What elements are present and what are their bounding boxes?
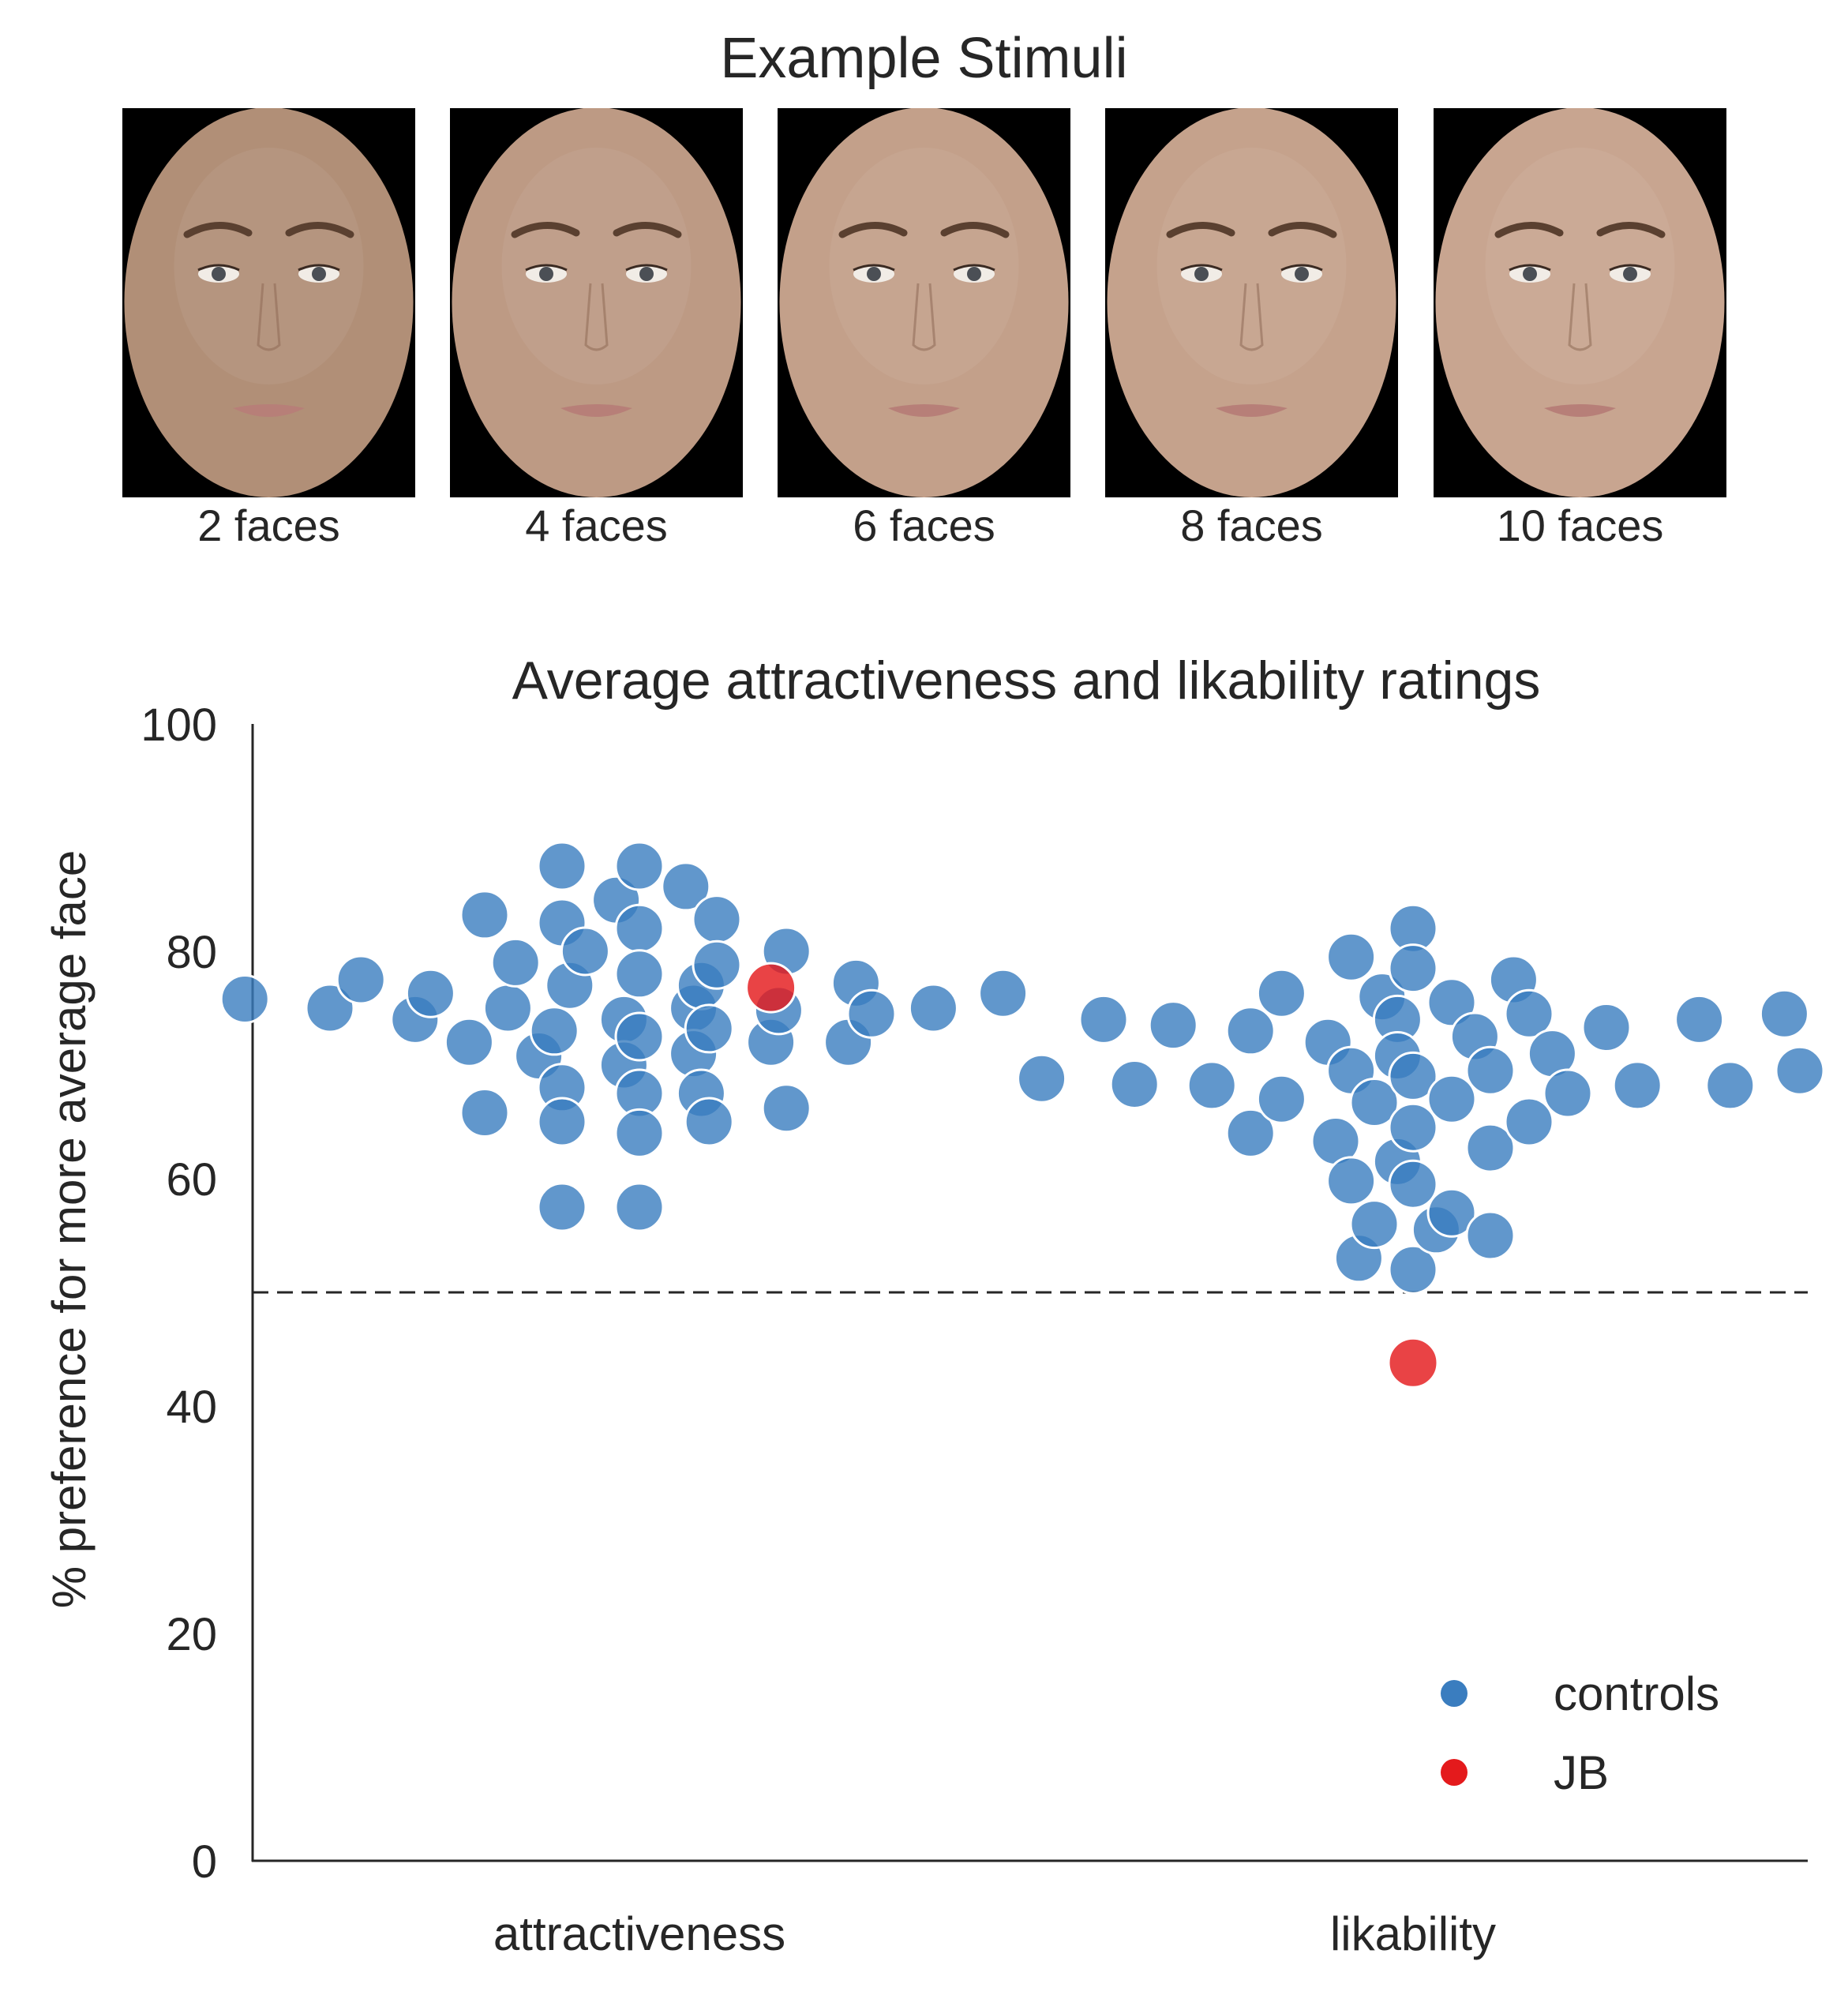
face-caption: 6 faces (853, 501, 995, 550)
control-point (335, 954, 386, 1005)
control-point (761, 1083, 812, 1134)
face-image (450, 108, 743, 497)
control-point (537, 1182, 587, 1232)
control-point (459, 890, 510, 940)
face-image (1105, 108, 1398, 497)
stimuli-title: Example Stimuli (720, 27, 1128, 90)
y-tick-label: 20 (166, 1609, 217, 1660)
control-point (692, 894, 742, 945)
control-point (1542, 1068, 1593, 1119)
control-point (684, 1097, 734, 1147)
control-point (684, 1003, 734, 1054)
y-tick-label: 40 (166, 1382, 217, 1433)
control-point (560, 926, 610, 977)
control-point (1388, 1051, 1438, 1101)
control-point (1504, 1097, 1554, 1147)
face-image (122, 108, 415, 497)
face-caption: 10 faces (1496, 501, 1664, 550)
face-image (1434, 108, 1726, 497)
control-point (529, 1006, 579, 1056)
control-point (908, 983, 958, 1033)
control-point (1225, 1108, 1276, 1158)
face-image (778, 108, 1070, 497)
control-point (1426, 1074, 1477, 1124)
control-point (1388, 1159, 1438, 1209)
control-point (1465, 1045, 1516, 1096)
control-point (1612, 1060, 1662, 1111)
control-point (1326, 932, 1377, 982)
jb-point (1387, 1337, 1439, 1389)
control-point (1388, 943, 1438, 994)
control-point (614, 949, 665, 999)
control-point (1426, 1187, 1477, 1238)
control-point (305, 983, 355, 1033)
control-point (978, 968, 1029, 1018)
legend-label: JB (1554, 1746, 1609, 1799)
control-point (1426, 977, 1477, 1028)
control-point (1581, 1002, 1632, 1052)
face-caption: 8 faces (1180, 501, 1323, 550)
control-point (1326, 1156, 1377, 1206)
face-caption: 2 faces (197, 501, 340, 550)
control-point (1017, 1053, 1067, 1104)
control-point (1388, 1244, 1438, 1295)
legend-marker (1441, 1680, 1468, 1707)
control-point (1225, 1006, 1276, 1056)
control-point (219, 973, 270, 1024)
y-axis-label: % preference for more average face (43, 850, 96, 1609)
control-point (490, 937, 541, 988)
control-point (1078, 994, 1129, 1044)
face-caption: 4 faces (525, 501, 668, 550)
legend-label: controls (1554, 1667, 1719, 1720)
control-point (661, 861, 711, 912)
y-tick-label: 80 (166, 927, 217, 978)
control-point (537, 1097, 587, 1147)
control-point (1705, 1060, 1756, 1111)
control-point (692, 939, 742, 990)
control-point (459, 1087, 510, 1138)
control-point (482, 983, 533, 1033)
control-point (1256, 968, 1306, 1018)
jb-point (745, 962, 797, 1014)
control-point (1349, 1199, 1400, 1250)
control-point (614, 1182, 665, 1232)
control-point (614, 903, 665, 954)
chart-title: Average attractiveness and likability ra… (512, 651, 1541, 711)
x-tick-label: likability (1330, 1907, 1496, 1960)
control-point (444, 1017, 494, 1067)
control-point (1674, 994, 1725, 1044)
x-tick-label: attractiveness (493, 1907, 785, 1960)
control-point (1465, 1123, 1516, 1173)
control-point (1388, 1102, 1438, 1153)
y-tick-label: 0 (192, 1836, 217, 1888)
control-point (846, 988, 897, 1039)
control-point (1504, 988, 1554, 1039)
control-point (614, 841, 665, 891)
control-point (1186, 1060, 1237, 1111)
legend-marker (1441, 1759, 1468, 1786)
control-point (614, 1108, 665, 1158)
control-point (1465, 1210, 1516, 1261)
control-point (1775, 1045, 1825, 1096)
control-point (1109, 1059, 1160, 1109)
y-tick-label: 100 (141, 699, 217, 751)
control-point (1759, 988, 1809, 1039)
control-point (1349, 1078, 1400, 1128)
control-point (537, 841, 587, 891)
control-point (1148, 1000, 1198, 1051)
y-tick-label: 60 (166, 1154, 217, 1206)
control-point (1256, 1074, 1306, 1124)
control-point (614, 1011, 665, 1062)
control-point (405, 968, 455, 1018)
